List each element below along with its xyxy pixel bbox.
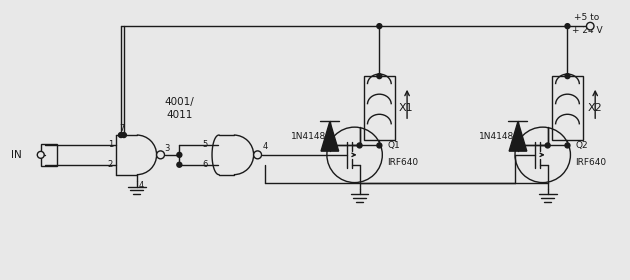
Circle shape (565, 24, 570, 29)
Text: 5: 5 (203, 141, 208, 150)
Circle shape (177, 162, 182, 167)
Circle shape (177, 152, 182, 157)
Text: 4001/
4011: 4001/ 4011 (164, 97, 194, 120)
Text: 6: 6 (203, 160, 208, 169)
Circle shape (377, 24, 382, 29)
Circle shape (565, 143, 570, 148)
Circle shape (118, 132, 123, 137)
Circle shape (37, 151, 44, 158)
Text: 1: 1 (108, 141, 113, 150)
Circle shape (122, 132, 127, 137)
Text: X1: X1 (399, 103, 414, 113)
Circle shape (254, 151, 261, 159)
Circle shape (377, 143, 382, 148)
Circle shape (545, 143, 550, 148)
Text: Q1: Q1 (387, 141, 400, 150)
Circle shape (377, 74, 382, 79)
Text: +5 to: +5 to (575, 13, 600, 22)
Polygon shape (509, 122, 527, 151)
Text: 4: 4 (139, 181, 144, 190)
Text: Q2: Q2 (575, 141, 588, 150)
Text: + 24 V: + 24 V (573, 26, 603, 35)
Text: 4: 4 (263, 142, 268, 151)
Text: IRF640: IRF640 (575, 158, 607, 167)
Text: 7: 7 (119, 124, 124, 133)
Text: 1N4148: 1N4148 (479, 132, 514, 141)
Circle shape (157, 151, 164, 159)
Circle shape (565, 74, 570, 79)
Text: 1N4148: 1N4148 (290, 132, 326, 141)
Text: IN: IN (11, 150, 22, 160)
Text: X2: X2 (587, 103, 602, 113)
Text: 3: 3 (164, 144, 170, 153)
Text: 2: 2 (108, 160, 113, 169)
Text: IRF640: IRF640 (387, 158, 418, 167)
Polygon shape (321, 122, 339, 151)
Circle shape (587, 22, 594, 30)
Circle shape (357, 143, 362, 148)
